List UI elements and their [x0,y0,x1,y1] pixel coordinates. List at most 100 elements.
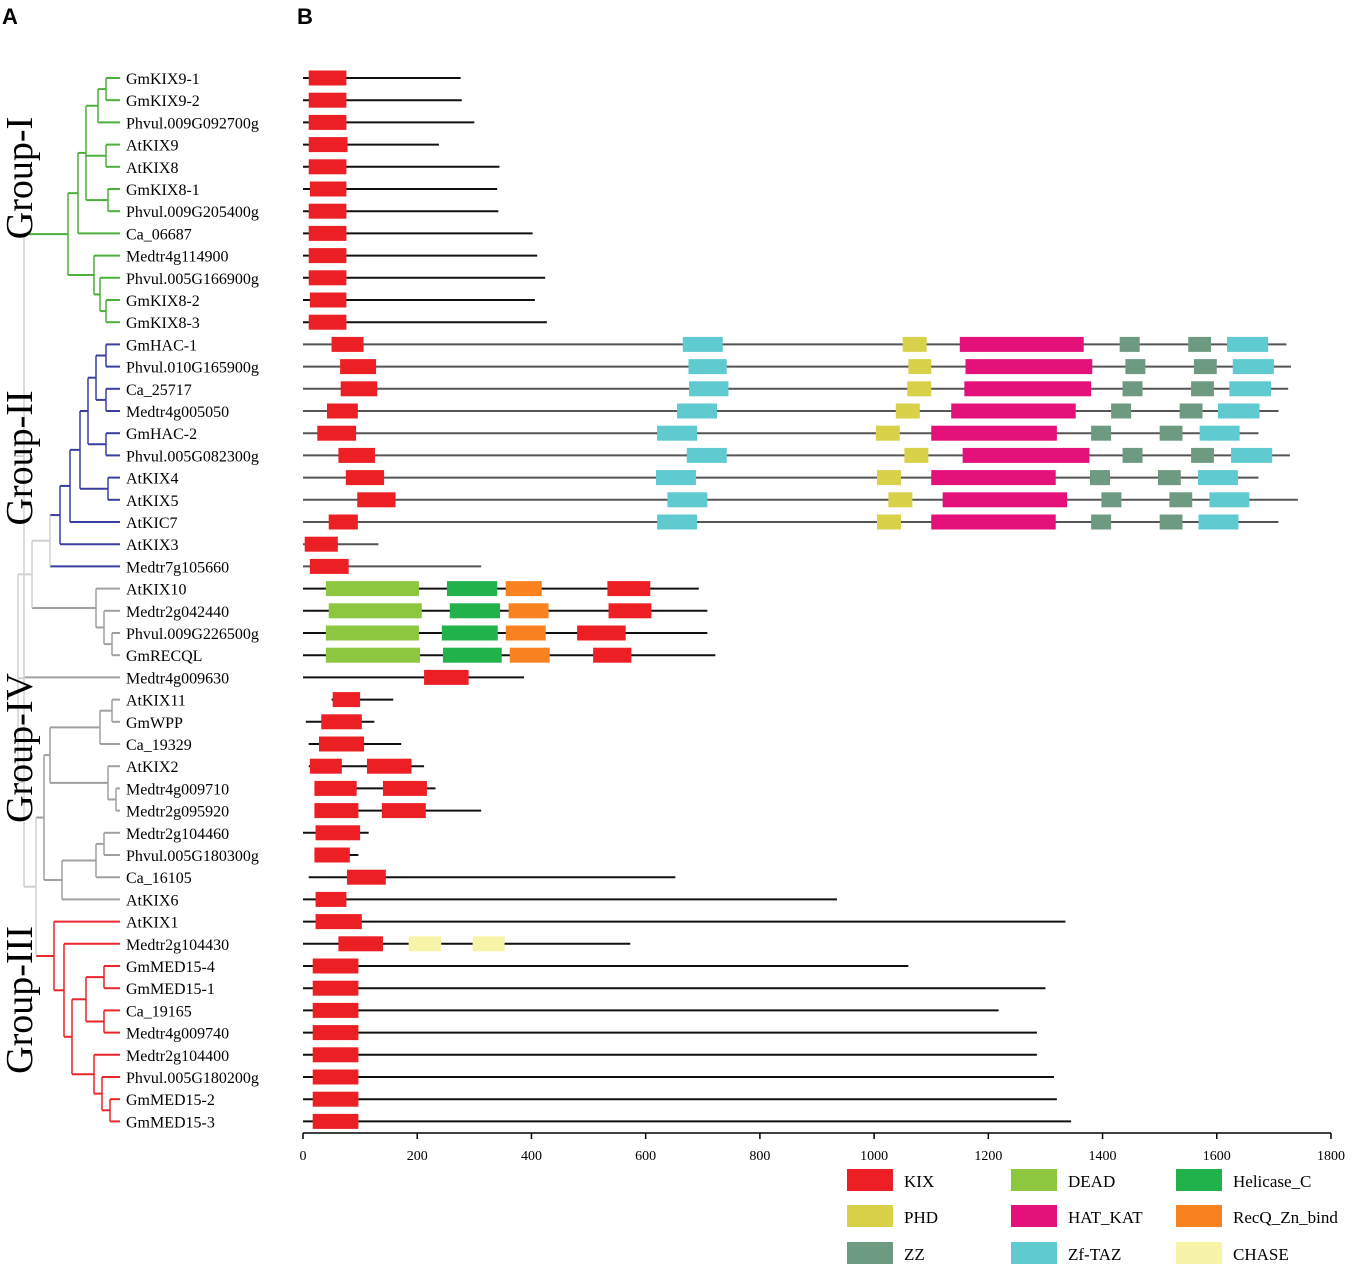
legend-label-zftaz: Zf-TAZ [1068,1245,1121,1264]
domain-hat-kat-15-3 [951,403,1076,419]
domain-zz-17-4 [1122,447,1143,463]
domain-zz-15-5 [1179,403,1203,419]
domain-dead-26-0 [325,647,421,663]
domain-legend: KIX DEAD Helicase_C PHD HAT_KAT RecQ_Zn_bind Z… [847,1169,1338,1264]
domain-kix-18-0 [345,470,385,486]
domain-helicase-c-23-1 [446,581,498,597]
domain-kix-4-0 [308,159,347,175]
protein-row-13 [303,359,1292,375]
domain-phd-14-2 [907,381,932,397]
domain-zz-12-5 [1188,336,1212,352]
domain-zz-16-5 [1159,425,1183,441]
protein-row-29 [305,714,375,730]
taxon-label-39: Medtr2g104430 [126,937,229,954]
legend-label-zz: ZZ [904,1245,925,1264]
protein-row-28 [331,692,394,708]
taxon-label-36: Ca_16105 [126,870,192,887]
group-label-g4: Group-IV [0,673,41,823]
domain-kix-8-0 [308,248,347,264]
domain-phd-13-2 [908,359,932,375]
taxon-label-18: AtKIX4 [126,471,178,488]
domain-kix-23-3 [607,581,651,597]
domain-kix-22-0 [309,558,349,574]
legend-swatch-helicase-c [1176,1169,1222,1191]
length-axis: 0 200 400 600 800 1000 1200 1400 1600 1800 [300,1132,1345,1164]
domain-zftaz-12-6 [1227,336,1269,352]
domain-zftaz-12-1 [682,336,723,352]
protein-row-5 [303,181,498,197]
protein-row-19 [303,492,1298,508]
axis-tick-label-9: 1800 [1317,1149,1345,1164]
domain-kix-37-0 [315,891,347,907]
domain-kix-35-0 [314,847,350,863]
protein-row-11 [303,314,547,330]
taxon-label-1: GmKIX9-2 [126,93,200,110]
domain-zz-18-5 [1157,470,1181,486]
domain-zftaz-15-1 [677,403,718,419]
domain-hat-kat-17-3 [962,447,1090,463]
domain-kix-6-0 [308,203,347,219]
domain-zftaz-16-6 [1199,425,1240,441]
taxon-label-25: Phvul.009G226500g [126,626,259,643]
domain-phd-20-2 [876,514,901,530]
domain-zftaz-20-1 [657,514,698,530]
protein-row-42 [303,1002,999,1018]
taxon-label-10: GmKIX8-2 [126,293,200,310]
domain-kix-0-0 [308,70,347,86]
protein-row-21 [303,536,379,552]
protein-row-12 [303,336,1287,352]
domain-zz-17-5 [1191,447,1214,463]
domain-zz-19-5 [1169,492,1193,508]
taxon-label-35: Phvul.005G180300g [126,848,259,865]
legend-swatch-hat-kat [1011,1205,1057,1227]
legend-swatch-dead [1011,1169,1057,1191]
domain-zftaz-14-1 [689,381,729,397]
domain-kix-40-0 [312,958,359,974]
domain-hat-kat-14-3 [964,381,1092,397]
taxon-label-26: GmRECQL [126,648,202,665]
taxon-label-33: Medtr2g095920 [126,804,229,821]
domain-phd-17-2 [904,447,929,463]
domain-kix-29-0 [321,714,362,730]
domain-helicase-c-25-1 [441,625,498,641]
protein-row-37 [303,891,837,907]
group-label-g3: Group-III [0,926,41,1074]
domain-kix-10-0 [309,292,347,308]
axis-tick-label-3: 600 [635,1149,656,1164]
domain-hat-kat-19-3 [942,492,1068,508]
domain-chase-39-1 [408,936,442,952]
group-labels: Group-I Group-II Group-IV Group-III [0,117,41,1074]
taxon-label-22: Medtr7g105660 [126,559,229,576]
domain-kix-28-0 [332,692,361,708]
domain-phd-19-2 [888,492,913,508]
domain-hat-kat-12-3 [959,336,1084,352]
taxon-label-30: Ca_19329 [126,737,192,754]
domain-kix-38-0 [315,914,362,930]
protein-row-34 [303,825,369,841]
domain-kix-1-0 [308,92,347,108]
domain-kix-32-1 [382,780,427,796]
taxon-label-45: Phvul.005G180200g [126,1070,259,1087]
domain-dead-23-0 [325,581,419,597]
taxon-label-11: GmKIX8-3 [126,315,200,332]
taxon-label-13: Phvul.010G165900g [126,360,259,377]
protein-row-16 [303,425,1259,441]
taxon-label-23: AtKIX10 [126,582,186,599]
domain-kix-44-0 [312,1047,359,1063]
protein-domain-diagrams [303,70,1298,1129]
axis-tick-label-5: 1000 [860,1149,888,1164]
domain-hat-kat-13-3 [965,359,1093,375]
legend-label-chase: CHASE [1233,1245,1289,1264]
domain-dead-25-0 [325,625,419,641]
domain-zz-16-4 [1091,425,1112,441]
domain-zz-14-4 [1122,381,1143,397]
domain-helicase-c-26-1 [442,647,502,663]
domain-kix-21-0 [304,536,338,552]
domain-phd-18-2 [876,470,901,486]
domain-kix-15-0 [326,403,358,419]
legend-label-hat-kat: HAT_KAT [1068,1208,1143,1227]
domain-zftaz-19-6 [1209,492,1250,508]
domain-chase-39-2 [472,936,505,952]
domain-recq-zn-bind-24-2 [508,603,549,619]
taxon-label-4: AtKIX8 [126,160,178,177]
